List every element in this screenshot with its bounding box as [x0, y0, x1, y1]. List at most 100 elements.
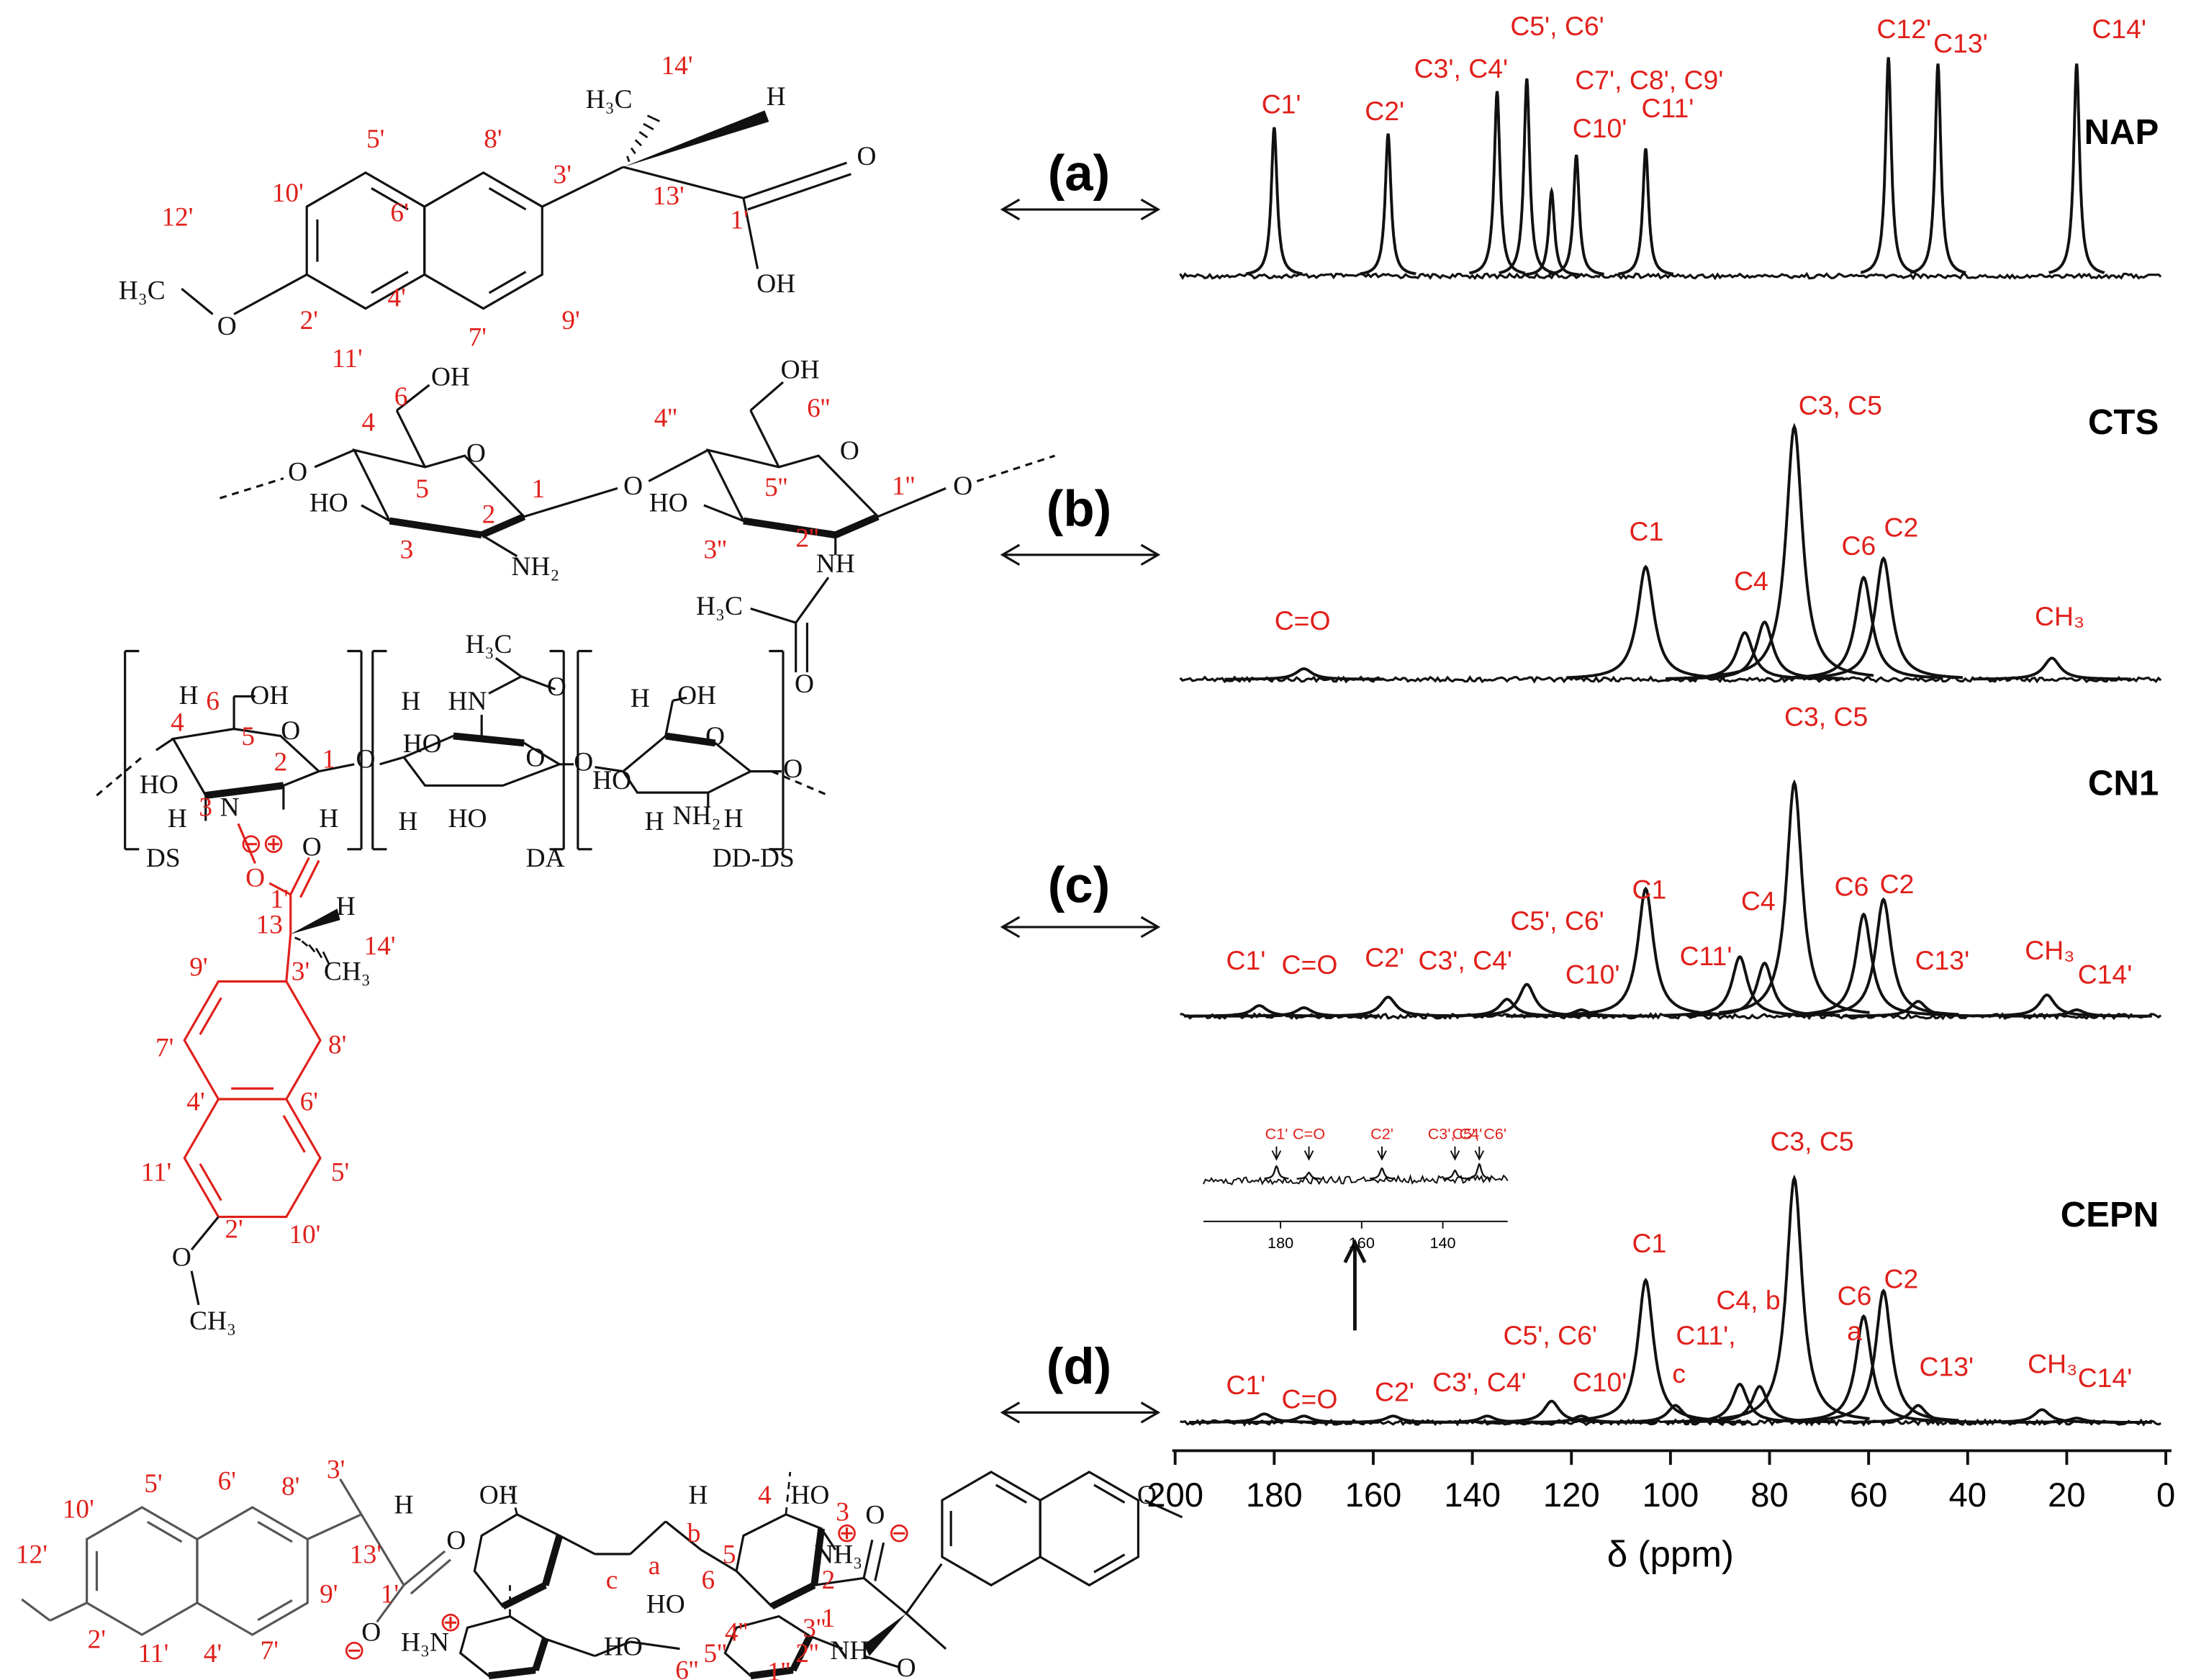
peak-label: C1 [1632, 1228, 1666, 1258]
atom-label: 5'' [764, 473, 787, 502]
atom-label: 6' [300, 1087, 318, 1116]
bond [199, 1163, 222, 1201]
bond [233, 274, 307, 315]
atom-label: HO [592, 766, 631, 795]
bond [488, 187, 527, 211]
bond [648, 448, 709, 482]
bond [743, 161, 847, 199]
bond [523, 487, 618, 518]
bond [481, 533, 518, 558]
bond [905, 1563, 943, 1614]
peak-label: C=O [1282, 1383, 1338, 1414]
atom-label: 4 [758, 1481, 772, 1510]
bond-ring [621, 734, 753, 794]
peak-label: C10' [1573, 113, 1627, 143]
bond-ring [473, 1513, 561, 1608]
atom-label: O [897, 1653, 916, 1680]
peak [1719, 779, 1870, 1014]
bond [814, 1576, 864, 1586]
atom-label: 10' [63, 1495, 94, 1525]
peak-label: CH₃ [2028, 1348, 2077, 1378]
bond [1144, 1499, 1183, 1519]
bond [315, 947, 323, 959]
bond [545, 1638, 595, 1658]
bond [820, 1527, 837, 1550]
bond [703, 504, 744, 523]
peak [1468, 91, 1526, 275]
atom-label: O [857, 142, 877, 171]
bond [147, 1521, 183, 1543]
bond [1093, 1553, 1126, 1573]
bond [629, 1520, 667, 1555]
atom-label: 6'' [807, 394, 830, 423]
panel-label: (b) [1047, 480, 1111, 537]
x-tick-label: 120 [1543, 1476, 1600, 1514]
peak-label: C2 [1884, 512, 1919, 542]
bond-ring [352, 448, 526, 536]
bond [863, 1655, 900, 1668]
bond [488, 1666, 536, 1679]
panel-label: (c) [1048, 857, 1111, 913]
bond [219, 477, 284, 500]
peak-label: C1 [1632, 875, 1666, 905]
peak-label: C4 [1741, 885, 1776, 916]
atom-label: 2'' [795, 524, 818, 554]
bond [488, 675, 522, 695]
peak-label: C1 [1630, 516, 1664, 546]
atom-label: 5' [366, 125, 384, 154]
peak-label: C2 [1880, 869, 1915, 899]
peak-label: C3, C5 [1799, 390, 1882, 420]
atom-label: 12' [16, 1540, 48, 1570]
peak-label: C1' [1226, 1370, 1266, 1400]
bond [664, 1520, 702, 1551]
atom-label: OH [431, 363, 470, 392]
atom-label: 2'' [795, 1639, 818, 1668]
bond [646, 114, 660, 122]
atom-label: 8' [281, 1472, 299, 1501]
atom-label: 2 [482, 500, 496, 529]
bond [395, 410, 426, 468]
atom-label: 3 [400, 535, 414, 564]
atom-label: 6 [701, 1566, 715, 1595]
atom-label: 4' [186, 1087, 204, 1116]
bond [480, 513, 526, 538]
bond [237, 823, 257, 864]
atom-label: 6' [390, 198, 408, 227]
atom-label: DS [146, 844, 181, 873]
spectrum-name: NAP [2084, 113, 2159, 152]
bond [643, 122, 654, 130]
peak [1523, 186, 1580, 276]
bond [318, 763, 355, 773]
peak-label: C5', C6' [1510, 11, 1604, 41]
atom-label: OH [677, 681, 716, 710]
peak-label: C=O [1275, 605, 1331, 636]
x-tick-label: 160 [1345, 1476, 1402, 1514]
inset-arrow [1450, 1146, 1460, 1161]
bond [795, 577, 830, 624]
atom-label: 10' [272, 179, 304, 208]
bond [410, 1558, 451, 1595]
atom-label: H₃C [119, 276, 166, 306]
bond [314, 448, 355, 469]
peak [1184, 1004, 1335, 1018]
atom-label: 4'' [654, 404, 677, 433]
bond [877, 487, 946, 518]
bond [301, 940, 309, 947]
atom-label: H [401, 687, 420, 716]
inset-peak [1442, 1169, 1468, 1180]
atom-label: O [953, 471, 972, 501]
panel-label: (d) [1047, 1337, 1111, 1394]
atom-label: c [606, 1566, 618, 1595]
atom-label: 7' [469, 322, 487, 352]
atom-label: b [687, 1519, 701, 1548]
bond [594, 1640, 631, 1658]
peak [1570, 1278, 1722, 1422]
atom-label: H [767, 82, 786, 112]
peak-label: C13' [1915, 945, 1970, 975]
atom-label: HO [604, 1632, 643, 1661]
atom-label: 9' [320, 1580, 338, 1609]
peak-label: CH₃ [2035, 601, 2084, 631]
x-axis-label: δ (ppm) [1607, 1533, 1734, 1574]
wedge [623, 110, 769, 168]
